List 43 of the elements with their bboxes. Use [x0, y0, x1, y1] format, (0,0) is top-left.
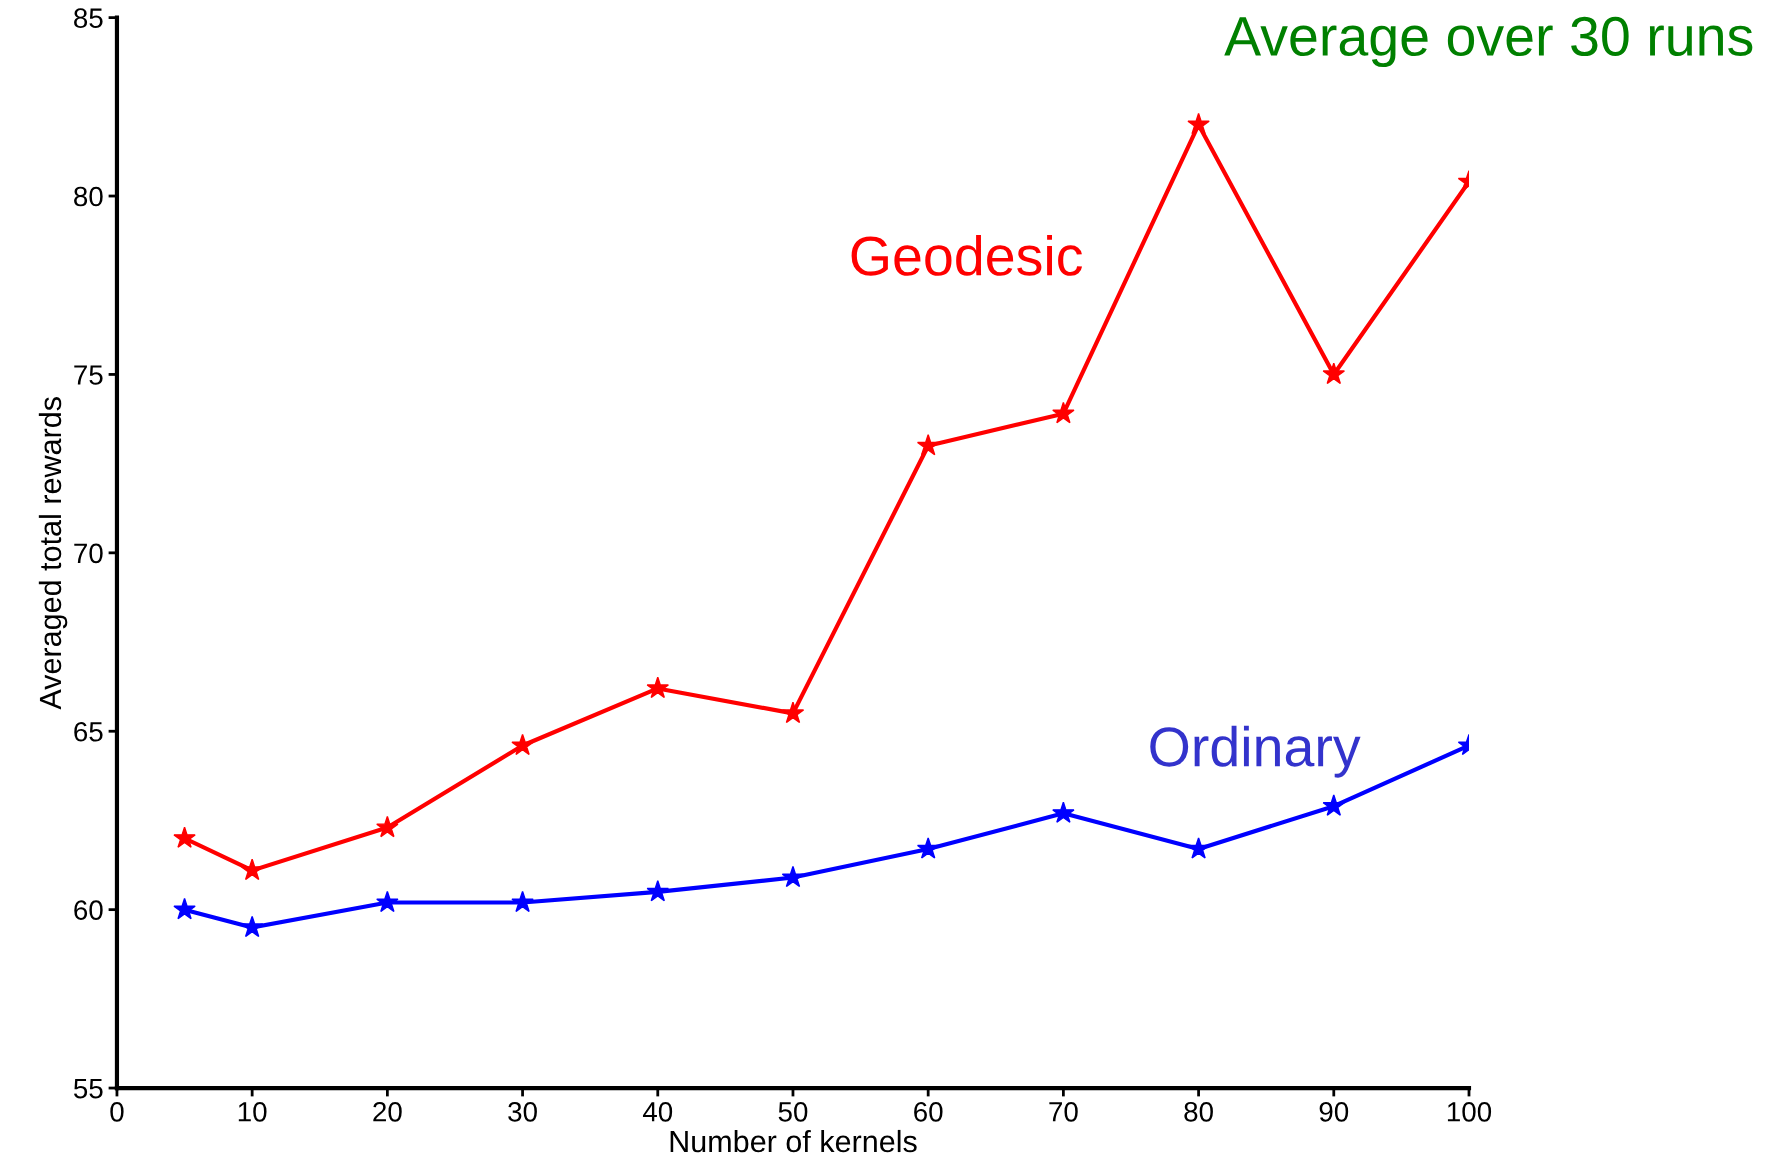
point [240, 858, 264, 881]
point [376, 815, 399, 838]
point [173, 826, 196, 848]
point [646, 676, 670, 699]
point [1322, 794, 1346, 816]
x-tick-label: 70 [1049, 1101, 1078, 1122]
y-tick-label: 55 [73, 1079, 103, 1099]
point [173, 897, 196, 920]
x-tick-label: 0 [110, 1101, 124, 1122]
x-tick-label: 100 [1447, 1101, 1492, 1122]
x-tick-label: 10 [238, 1101, 267, 1122]
point [781, 701, 805, 724]
x-axis-title: Number of kernels [670, 1129, 917, 1153]
x-tick-label: 50 [778, 1101, 808, 1122]
y-tick-label: 80 [74, 186, 103, 207]
y-axis-title: Averaged total rewards [38, 397, 68, 710]
series-label: Geodesic [851, 235, 1083, 276]
x-tick-label: 40 [642, 1101, 673, 1122]
x-tick-label: 60 [914, 1101, 943, 1122]
x-tick-label: 30 [508, 1101, 537, 1122]
y-tick-label: 60 [74, 900, 103, 920]
point [916, 837, 940, 859]
point [781, 865, 805, 888]
point [1052, 801, 1075, 823]
point [240, 915, 264, 938]
point [646, 879, 670, 902]
point [376, 890, 399, 913]
x-tick-label: 80 [1184, 1101, 1213, 1122]
point [511, 890, 534, 913]
point [1052, 401, 1075, 424]
point [1187, 837, 1210, 859]
point [1187, 112, 1210, 135]
y-tick-label: 75 [74, 365, 103, 385]
series-label: Ordinary [1150, 725, 1361, 778]
y-tick-label: 70 [74, 543, 103, 564]
y-tick-label: 85 [74, 8, 103, 28]
point [1322, 362, 1346, 385]
y-tick-label: 65 [74, 721, 103, 742]
x-tick-label: 20 [373, 1101, 402, 1122]
x-tick-label: 90 [1319, 1101, 1349, 1122]
point [916, 433, 940, 456]
annotation: Average over 30 runs [1224, 16, 1753, 68]
point [511, 733, 534, 756]
